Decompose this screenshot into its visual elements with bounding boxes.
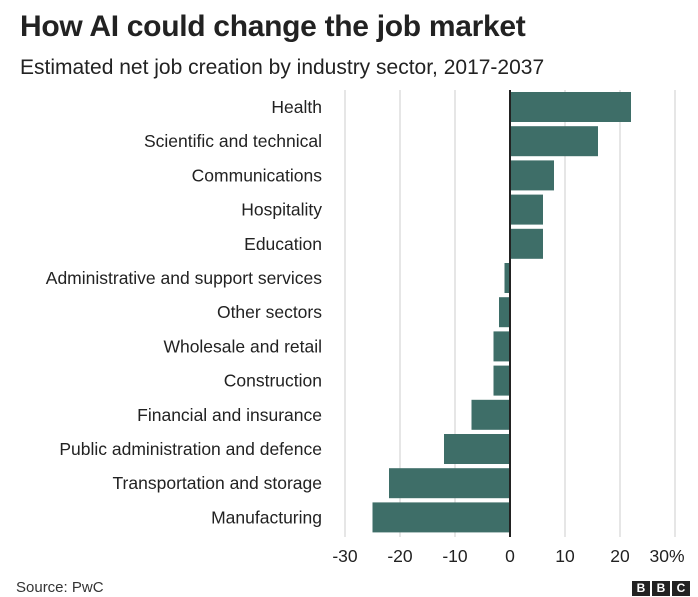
bar — [493, 331, 510, 362]
x-tick-label: 0 — [505, 546, 515, 566]
category-label: Financial and insurance — [137, 405, 322, 425]
bar — [510, 160, 554, 191]
bar — [471, 399, 510, 430]
x-tick-label: 30% — [649, 546, 684, 566]
bbc-logo: B B C — [632, 581, 690, 596]
category-label: Public administration and defence — [59, 439, 322, 459]
x-tick-label: -10 — [442, 546, 468, 566]
source-note: Source: PwC — [16, 579, 104, 596]
category-label: Education — [244, 234, 322, 254]
category-label: Communications — [192, 165, 323, 185]
bar — [510, 126, 598, 157]
chart-title: How AI could change the job market — [20, 10, 526, 43]
category-label: Other sectors — [217, 302, 322, 322]
x-tick-label: 10 — [555, 546, 575, 566]
bar — [510, 228, 543, 259]
x-tick-label: 20 — [610, 546, 630, 566]
category-label: Administrative and support services — [46, 268, 322, 288]
bbc-logo-letter: B — [652, 581, 670, 596]
bar — [493, 365, 510, 396]
x-tick-label: -20 — [387, 546, 413, 566]
bar — [510, 92, 631, 122]
category-label: Wholesale and retail — [163, 336, 322, 356]
bar — [389, 468, 510, 499]
bar — [510, 194, 543, 225]
bbc-logo-letter: B — [632, 581, 650, 596]
category-label: Construction — [224, 371, 322, 391]
bar — [504, 263, 510, 293]
x-tick-label: -30 — [332, 546, 358, 566]
category-label: Health — [271, 97, 322, 117]
bbc-logo-letter: C — [672, 581, 690, 596]
category-label: Scientific and technical — [144, 131, 322, 151]
bar — [444, 434, 510, 464]
category-label: Manufacturing — [211, 507, 322, 527]
bar — [372, 502, 510, 533]
bar — [499, 297, 510, 328]
category-label: Hospitality — [241, 200, 322, 220]
category-label: Transportation and storage — [113, 473, 322, 493]
chart-subtitle: Estimated net job creation by industry s… — [20, 56, 545, 79]
